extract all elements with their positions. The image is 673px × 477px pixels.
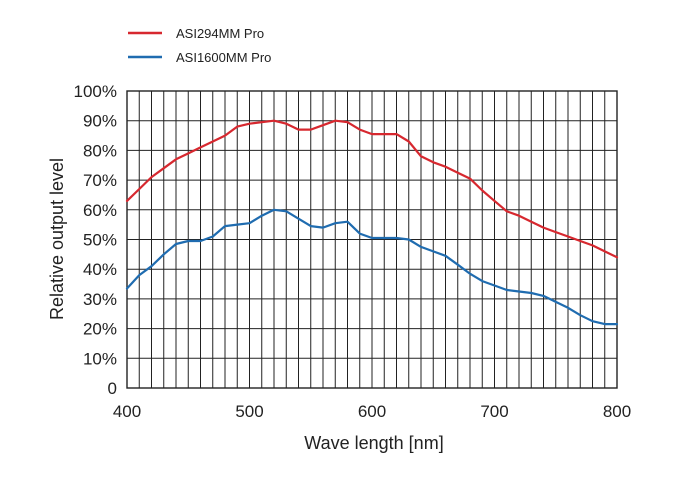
x-tick-label: 600: [358, 402, 386, 421]
y-tick-label: 80%: [83, 141, 117, 160]
series-lines: [125, 119, 619, 326]
y-axis-title: Relative output level: [47, 158, 67, 320]
x-tick-label: 700: [480, 402, 508, 421]
y-tick-label: 30%: [83, 290, 117, 309]
y-axis-tick-labels: 0 10% 20% 30% 40% 50% 60% 70% 80% 90% 100%: [74, 82, 117, 398]
x-axis-title: Wave length [nm]: [304, 433, 443, 453]
y-tick-label: 50%: [83, 231, 117, 250]
y-tick-label: 70%: [83, 171, 117, 190]
series-line-1: [125, 119, 619, 259]
legend: ASI294MM Pro ASI1600MM Pro: [128, 26, 271, 65]
y-tick-label: 10%: [83, 349, 117, 368]
y-tick-label: 20%: [83, 320, 117, 339]
x-axis-tick-labels: 400 500 600 700 800: [113, 402, 631, 421]
legend-label-2: ASI1600MM Pro: [176, 50, 271, 65]
series-line-2: [125, 208, 619, 326]
y-tick-label: 40%: [83, 260, 117, 279]
grid: [127, 91, 617, 388]
x-tick-label: 400: [113, 402, 141, 421]
y-tick-label: 100%: [74, 82, 117, 101]
x-tick-label: 800: [603, 402, 631, 421]
y-tick-label: 60%: [83, 201, 117, 220]
y-tick-label: 90%: [83, 112, 117, 131]
plot-area-frame: [126, 90, 618, 389]
y-tick-label: 0: [108, 379, 117, 398]
x-tick-label: 500: [235, 402, 263, 421]
legend-label-1: ASI294MM Pro: [176, 26, 264, 41]
